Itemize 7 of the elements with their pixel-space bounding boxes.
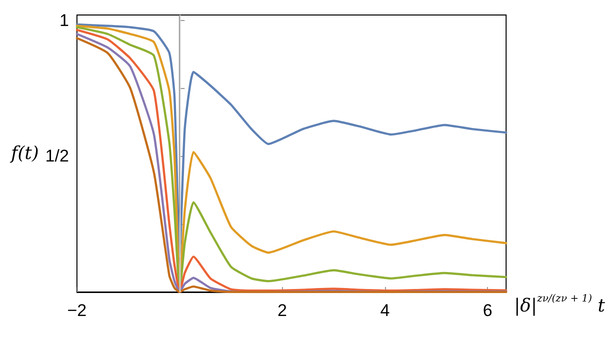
x-tick-label: 6 bbox=[482, 301, 492, 320]
x-tick-label: 4 bbox=[380, 301, 390, 320]
y-tick-label: 1 bbox=[59, 10, 69, 30]
y-tick-label: 1/2 bbox=[45, 146, 69, 166]
x-tick-label: 2 bbox=[278, 301, 288, 320]
y-axis-title: f(t) bbox=[8, 143, 39, 164]
x-tick-label: −2 bbox=[67, 301, 87, 320]
